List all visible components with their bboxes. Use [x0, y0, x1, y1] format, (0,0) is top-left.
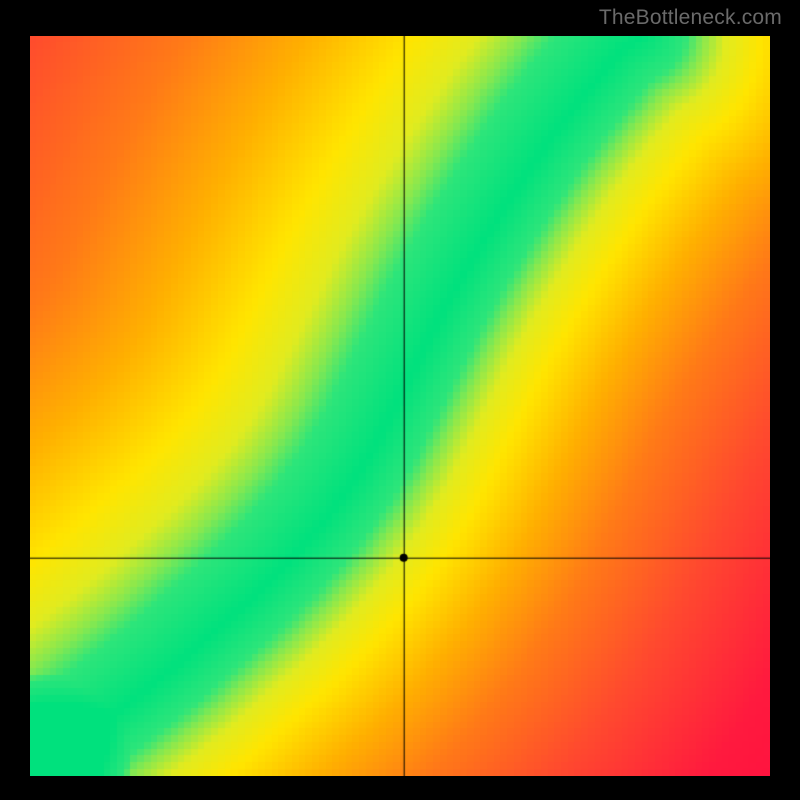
heatmap-canvas: [30, 36, 770, 776]
heatmap-plot: [30, 36, 770, 776]
watermark-text: TheBottleneck.com: [599, 6, 782, 30]
figure-container: TheBottleneck.com: [0, 0, 800, 800]
